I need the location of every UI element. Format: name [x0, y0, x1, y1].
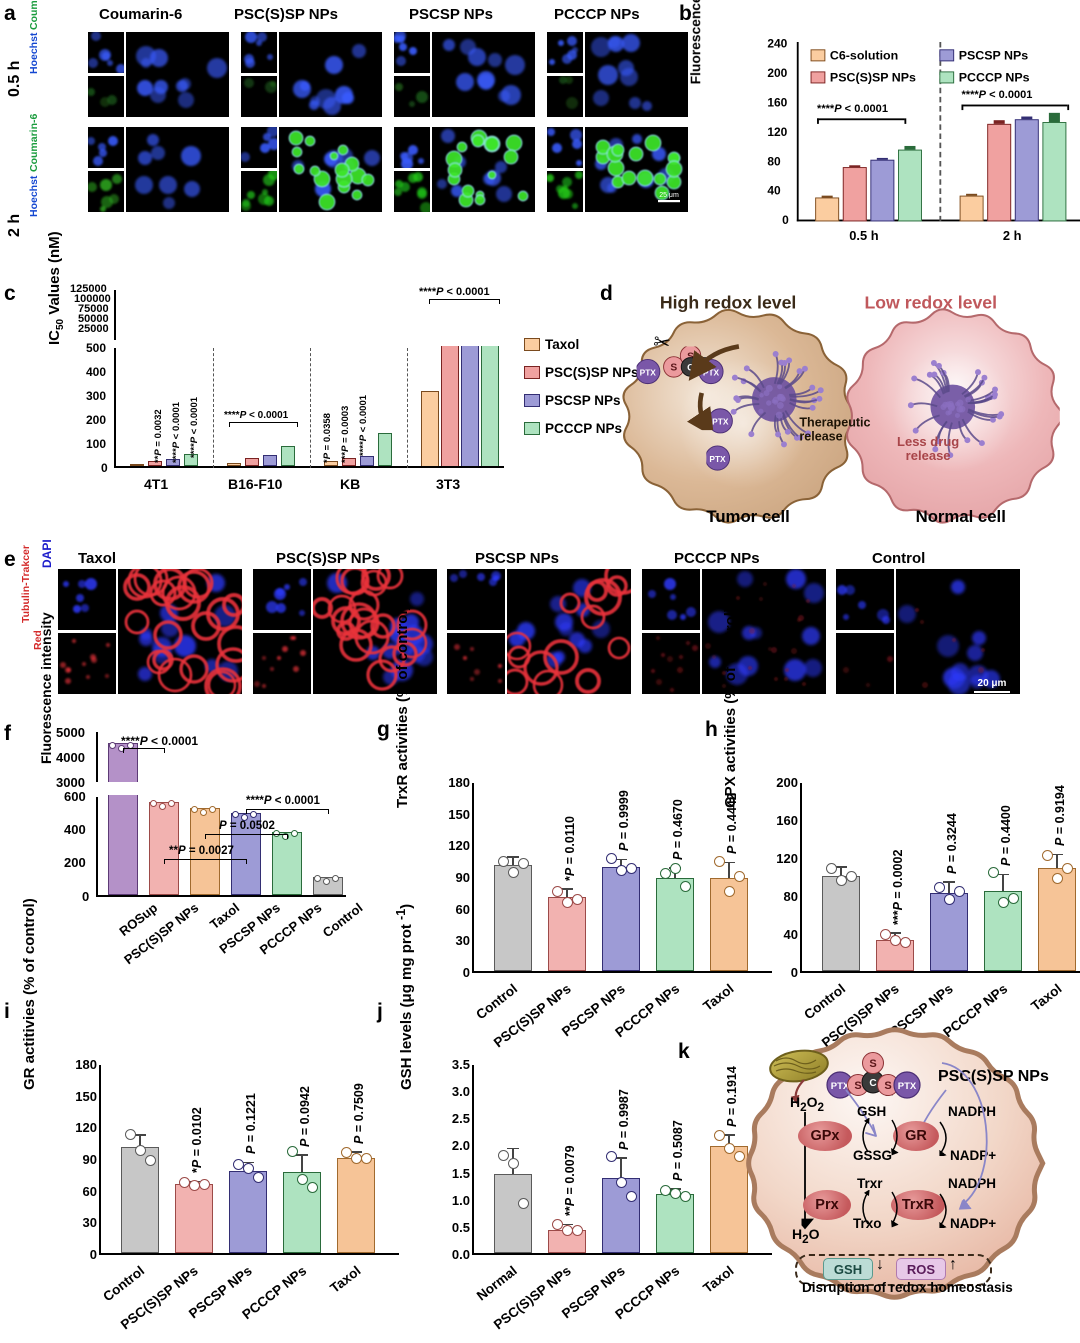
svg-text:S: S [869, 1058, 876, 1070]
svg-text:PTX: PTX [640, 367, 657, 377]
svg-text:PTX: PTX [709, 454, 726, 464]
